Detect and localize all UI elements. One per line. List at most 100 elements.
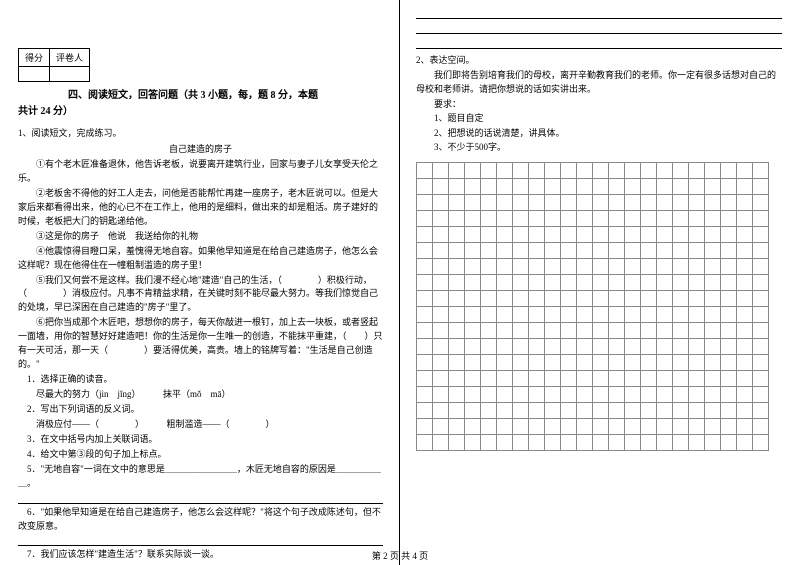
writing-grid-cell xyxy=(417,435,433,451)
writing-grid-cell xyxy=(753,307,769,323)
writing-grid-cell xyxy=(753,259,769,275)
writing-grid-cell xyxy=(465,387,481,403)
writing-grid-cell xyxy=(417,163,433,179)
writing-grid-cell xyxy=(657,339,673,355)
writing-grid-cell xyxy=(753,419,769,435)
writing-grid-cell xyxy=(705,371,721,387)
writing-grid-cell xyxy=(545,179,561,195)
writing-grid-cell xyxy=(497,435,513,451)
passage-p3: ③这是你的房子 他说 我送给你的礼物 xyxy=(18,230,383,244)
writing-grid-cell xyxy=(625,339,641,355)
writing-grid-cell xyxy=(465,435,481,451)
writing-grid-cell xyxy=(705,243,721,259)
writing-grid-cell xyxy=(497,323,513,339)
writing-grid-cell xyxy=(529,259,545,275)
writing-grid-cell xyxy=(593,355,609,371)
writing-grid-cell xyxy=(625,387,641,403)
writing-grid-cell xyxy=(737,163,753,179)
writing-grid-cell xyxy=(625,227,641,243)
writing-grid-cell xyxy=(689,195,705,211)
writing-grid-cell xyxy=(465,403,481,419)
writing-grid-cell xyxy=(641,211,657,227)
writing-grid-cell xyxy=(673,211,689,227)
q1-sub5-label: 5．"无地自容"一词在文中的意思是＿＿＿＿＿＿＿＿，木匠无地自容的原因是＿＿＿＿… xyxy=(18,463,383,491)
writing-grid-cell xyxy=(625,275,641,291)
writing-grid-cell xyxy=(753,371,769,387)
writing-grid-cell xyxy=(449,435,465,451)
writing-grid-cell xyxy=(481,403,497,419)
writing-grid-cell xyxy=(689,403,705,419)
writing-grid-cell xyxy=(465,259,481,275)
writing-grid-cell xyxy=(545,419,561,435)
writing-grid-cell xyxy=(705,339,721,355)
writing-grid-cell xyxy=(577,339,593,355)
writing-grid-cell xyxy=(737,211,753,227)
writing-grid-cell xyxy=(737,387,753,403)
writing-grid-cell xyxy=(449,211,465,227)
writing-grid-cell xyxy=(609,307,625,323)
writing-grid-cell xyxy=(753,163,769,179)
writing-grid-cell xyxy=(657,227,673,243)
writing-grid-cell xyxy=(417,339,433,355)
writing-grid-cell xyxy=(497,195,513,211)
writing-grid-cell xyxy=(577,243,593,259)
writing-grid-cell xyxy=(625,259,641,275)
writing-grid-cell xyxy=(609,275,625,291)
writing-grid-cell xyxy=(529,163,545,179)
writing-grid-cell xyxy=(481,243,497,259)
writing-grid-cell xyxy=(497,227,513,243)
writing-grid-cell xyxy=(417,243,433,259)
writing-grid-cell xyxy=(753,355,769,371)
writing-grid-cell xyxy=(417,291,433,307)
writing-grid-cell xyxy=(737,227,753,243)
writing-grid-cell xyxy=(609,163,625,179)
writing-grid-cell xyxy=(641,387,657,403)
writing-grid-cell xyxy=(721,339,737,355)
writing-grid-cell xyxy=(673,419,689,435)
writing-grid-cell xyxy=(737,275,753,291)
writing-grid-cell xyxy=(641,243,657,259)
passage-p1: ①有个老木匠准备退休，他告诉老板，说要离开建筑行业，回家与妻子儿女享受天伦之乐。 xyxy=(18,158,383,186)
q1-sub2-item: 消极应付——（ ） 粗制滥造——（ ） xyxy=(18,418,383,432)
writing-grid-cell xyxy=(497,211,513,227)
writing-grid-cell xyxy=(465,211,481,227)
writing-grid-cell xyxy=(577,387,593,403)
writing-grid-cell xyxy=(513,227,529,243)
writing-grid-cell xyxy=(529,291,545,307)
writing-grid-cell xyxy=(497,259,513,275)
writing-grid-cell xyxy=(417,195,433,211)
writing-grid-cell xyxy=(625,211,641,227)
writing-grid-cell xyxy=(721,403,737,419)
writing-grid-cell xyxy=(705,291,721,307)
writing-grid-cell xyxy=(657,243,673,259)
writing-grid-cell xyxy=(449,195,465,211)
writing-grid-cell xyxy=(497,179,513,195)
writing-grid-cell xyxy=(465,419,481,435)
writing-grid-cell xyxy=(433,435,449,451)
writing-grid-cell xyxy=(641,259,657,275)
writing-grid-cell xyxy=(609,403,625,419)
writing-grid-cell xyxy=(481,339,497,355)
writing-grid-cell xyxy=(625,435,641,451)
writing-grid-cell xyxy=(577,291,593,307)
q2-req2: 2、把想说的话说清楚，讲具体。 xyxy=(416,126,782,140)
writing-grid-cell xyxy=(545,227,561,243)
answer-line xyxy=(416,38,782,49)
page-footer: 第 2 页 共 4 页 xyxy=(372,549,428,562)
writing-grid-cell xyxy=(529,243,545,259)
writing-grid-cell xyxy=(593,291,609,307)
writing-grid-cell xyxy=(417,179,433,195)
writing-grid-cell xyxy=(609,323,625,339)
writing-grid-cell xyxy=(689,163,705,179)
writing-grid-cell xyxy=(593,387,609,403)
writing-grid-cell xyxy=(433,419,449,435)
writing-grid-cell xyxy=(593,371,609,387)
writing-grid-cell xyxy=(673,323,689,339)
writing-grid-cell xyxy=(609,211,625,227)
writing-grid-cell xyxy=(449,275,465,291)
writing-grid-cell xyxy=(705,227,721,243)
writing-grid-cell xyxy=(721,419,737,435)
writing-grid-cell xyxy=(417,259,433,275)
writing-grid-cell xyxy=(657,195,673,211)
writing-grid-cell xyxy=(609,291,625,307)
